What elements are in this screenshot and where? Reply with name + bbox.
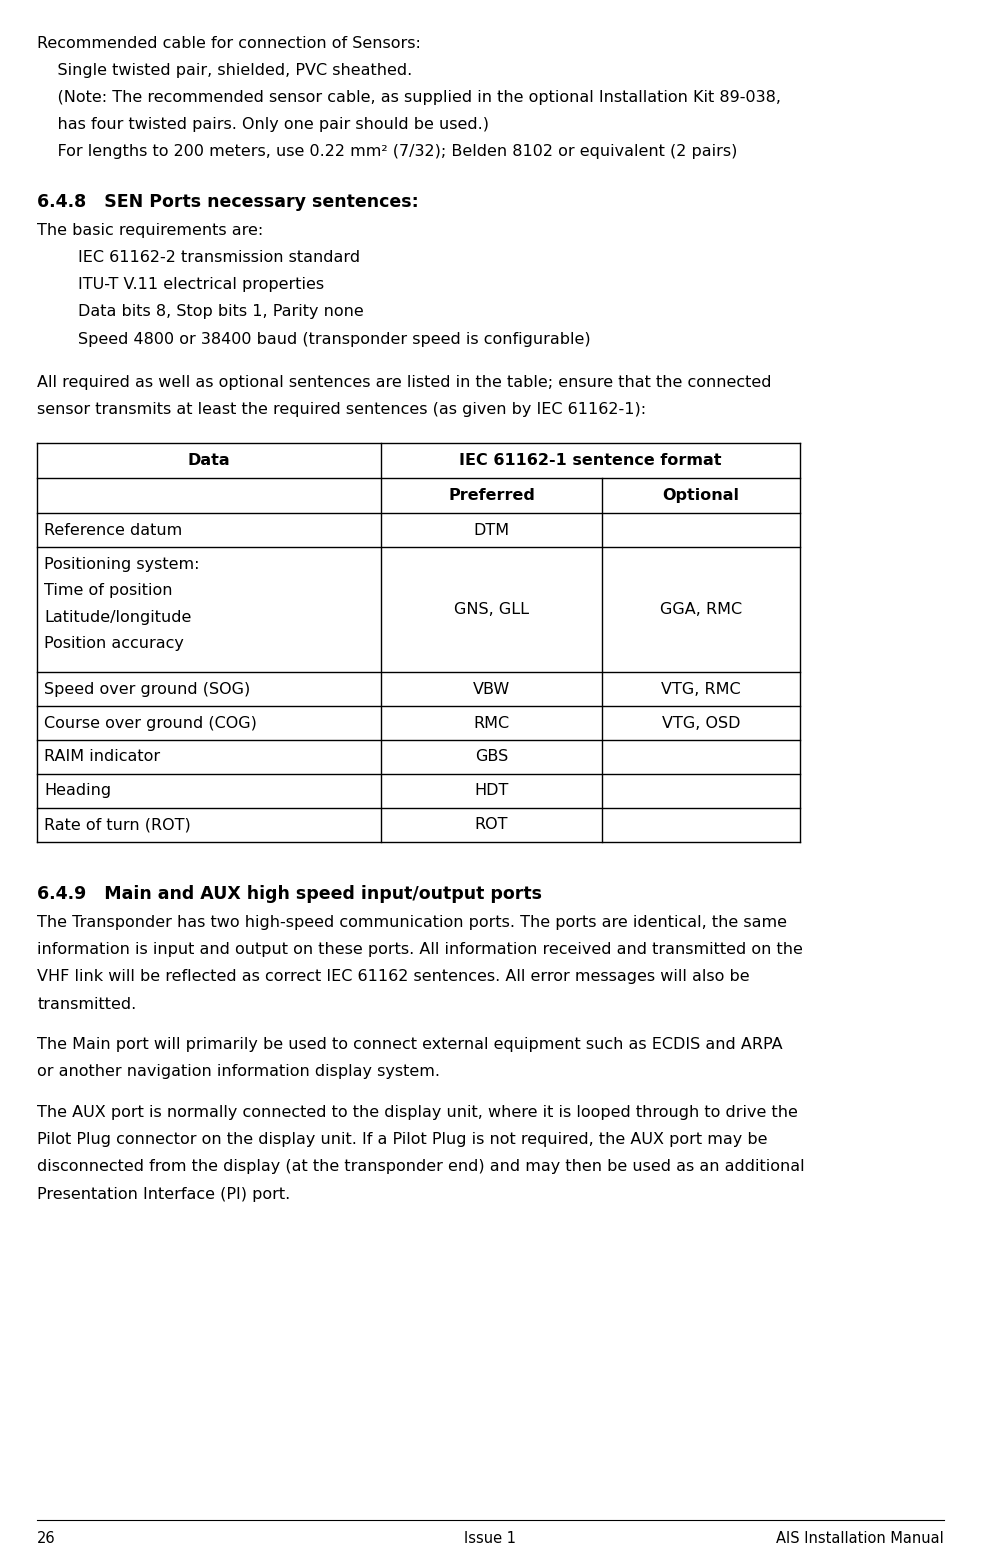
Text: Issue 1: Issue 1 [464,1531,517,1546]
Text: Speed over ground (SOG): Speed over ground (SOG) [44,681,250,696]
Text: Data bits 8, Stop bits 1, Parity none: Data bits 8, Stop bits 1, Parity none [37,304,364,320]
Text: The Transponder has two high-speed communication ports. The ports are identical,: The Transponder has two high-speed commu… [37,915,788,931]
Text: Position accuracy: Position accuracy [44,636,184,651]
Text: or another navigation information display system.: or another navigation information displa… [37,1064,440,1079]
Text: (Note: The recommended sensor cable, as supplied in the optional Installation Ki: (Note: The recommended sensor cable, as … [37,90,781,105]
Text: AIS Installation Manual: AIS Installation Manual [776,1531,944,1546]
Text: RAIM indicator: RAIM indicator [44,749,160,765]
Text: GNS, GLL: GNS, GLL [454,602,529,617]
Text: has four twisted pairs. Only one pair should be used.): has four twisted pairs. Only one pair sh… [37,116,490,132]
Text: VBW: VBW [473,681,510,696]
Text: 6.4.9   Main and AUX high speed input/output ports: 6.4.9 Main and AUX high speed input/outp… [37,886,542,903]
Text: Time of position: Time of position [44,583,173,599]
Text: For lengths to 200 meters, use 0.22 mm² (7/32); Belden 8102 or equivalent (2 pai: For lengths to 200 meters, use 0.22 mm² … [37,144,738,160]
Text: The AUX port is normally connected to the display unit, where it is looped throu: The AUX port is normally connected to th… [37,1104,799,1120]
Text: Positioning system:: Positioning system: [44,557,200,572]
Text: The basic requirements are:: The basic requirements are: [37,223,264,237]
Text: 26: 26 [37,1531,56,1546]
Text: ITU-T V.11 electrical properties: ITU-T V.11 electrical properties [37,278,325,292]
Text: disconnected from the display (at the transponder end) and may then be used as a: disconnected from the display (at the tr… [37,1159,804,1174]
Text: Heading: Heading [44,783,111,799]
Text: 6.4.8   SEN Ports necessary sentences:: 6.4.8 SEN Ports necessary sentences: [37,192,419,211]
Text: Recommended cable for connection of Sensors:: Recommended cable for connection of Sens… [37,36,421,51]
Text: GBS: GBS [475,749,508,765]
Text: ROT: ROT [475,817,508,833]
Text: Speed 4800 or 38400 baud (transponder speed is configurable): Speed 4800 or 38400 baud (transponder sp… [37,332,591,346]
Text: VTG, RMC: VTG, RMC [661,681,741,696]
Text: VTG, OSD: VTG, OSD [661,715,741,731]
Text: Rate of turn (ROT): Rate of turn (ROT) [44,817,191,833]
Text: Data: Data [187,453,231,468]
Text: GGA, RMC: GGA, RMC [660,602,742,617]
Text: Course over ground (COG): Course over ground (COG) [44,715,257,731]
Text: DTM: DTM [474,523,509,538]
Text: VHF link will be reflected as correct IEC 61162 sentences. All error messages wi: VHF link will be reflected as correct IE… [37,969,749,985]
Text: sensor transmits at least the required sentences (as given by IEC 61162-1):: sensor transmits at least the required s… [37,402,646,417]
Text: Latitude/longitude: Latitude/longitude [44,610,191,625]
Text: information is input and output on these ports. All information received and tra: information is input and output on these… [37,941,803,957]
Text: Optional: Optional [662,489,740,503]
Text: Pilot Plug connector on the display unit. If a Pilot Plug is not required, the A: Pilot Plug connector on the display unit… [37,1132,768,1148]
Text: The Main port will primarily be used to connect external equipment such as ECDIS: The Main port will primarily be used to … [37,1038,783,1052]
Text: IEC 61162-1 sentence format: IEC 61162-1 sentence format [459,453,721,468]
Text: RMC: RMC [474,715,509,731]
Text: IEC 61162-2 transmission standard: IEC 61162-2 transmission standard [37,250,360,265]
Text: HDT: HDT [474,783,509,799]
Text: Single twisted pair, shielded, PVC sheathed.: Single twisted pair, shielded, PVC sheat… [37,62,413,78]
Text: Preferred: Preferred [448,489,535,503]
Text: All required as well as optional sentences are listed in the table; ensure that : All required as well as optional sentenc… [37,375,772,389]
Text: Presentation Interface (PI) port.: Presentation Interface (PI) port. [37,1187,290,1202]
Text: transmitted.: transmitted. [37,996,136,1011]
Text: Reference datum: Reference datum [44,523,182,538]
